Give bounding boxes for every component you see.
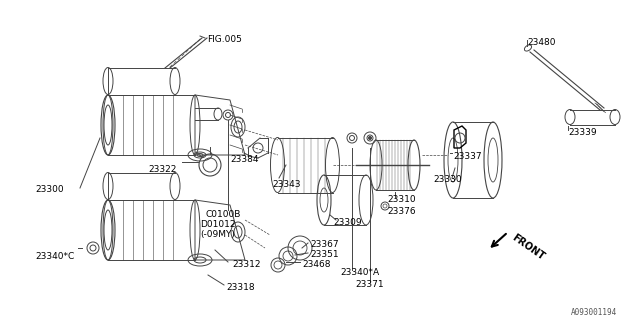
Text: 23351: 23351	[310, 250, 339, 259]
Text: D01012: D01012	[200, 220, 236, 229]
Text: 23371: 23371	[355, 280, 383, 289]
Text: 23330: 23330	[433, 175, 461, 184]
Text: 23337: 23337	[453, 152, 482, 161]
Ellipse shape	[369, 137, 371, 140]
Text: FRONT: FRONT	[510, 232, 547, 261]
Text: C0100B: C0100B	[205, 210, 241, 219]
Text: 23310: 23310	[387, 195, 415, 204]
Text: 23384: 23384	[230, 155, 259, 164]
Text: 23343: 23343	[272, 180, 301, 189]
Text: 23340*C: 23340*C	[35, 252, 74, 261]
Text: 23300: 23300	[35, 185, 63, 194]
Text: 23318: 23318	[226, 283, 255, 292]
Text: 23309: 23309	[333, 218, 362, 227]
Text: 23367: 23367	[310, 240, 339, 249]
Text: 23468: 23468	[302, 260, 330, 269]
Text: 23339: 23339	[568, 128, 596, 137]
Text: FIG.005: FIG.005	[207, 35, 242, 44]
Text: 23340*A: 23340*A	[340, 268, 379, 277]
Text: 23376: 23376	[387, 207, 415, 216]
Text: A093001194: A093001194	[571, 308, 617, 317]
Text: 23322: 23322	[148, 165, 177, 174]
Text: (-09MY): (-09MY)	[200, 230, 235, 239]
Text: 23480: 23480	[527, 38, 556, 47]
Text: 23312: 23312	[232, 260, 260, 269]
